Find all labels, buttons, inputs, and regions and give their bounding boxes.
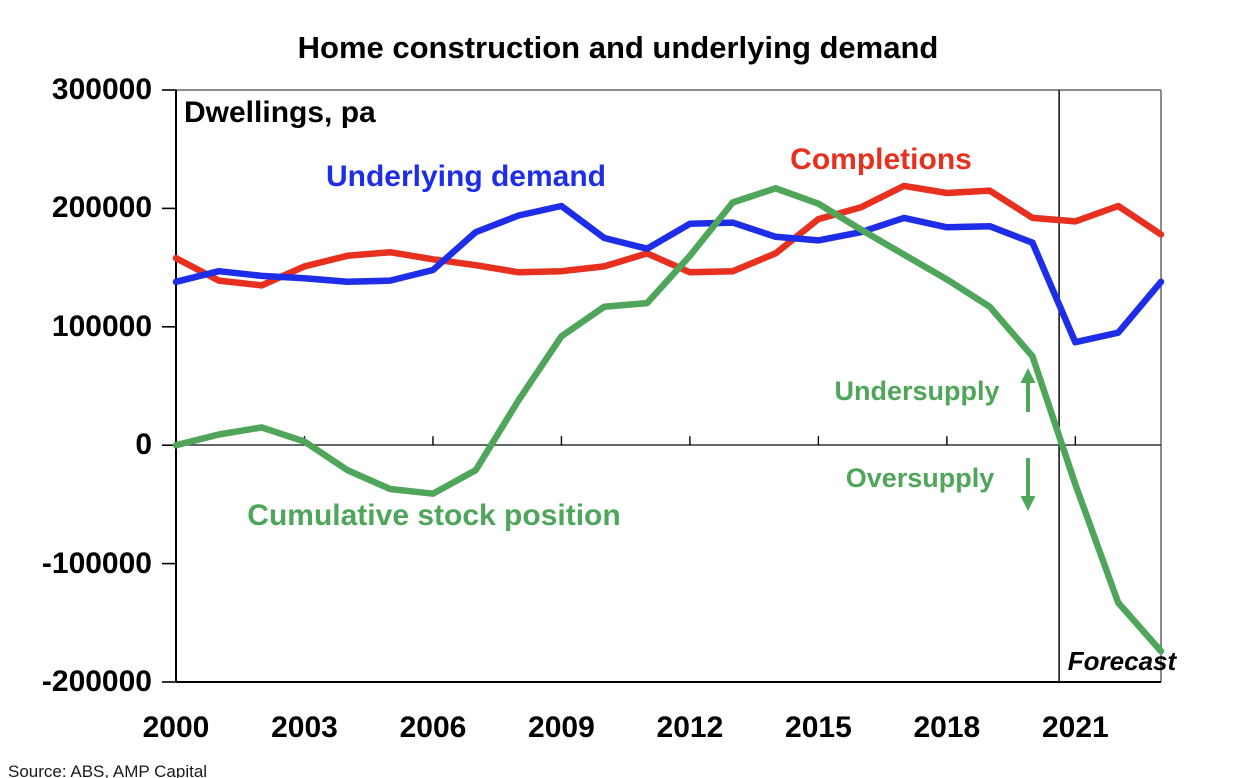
chart-title: Home construction and underlying demand: [297, 30, 939, 65]
underlying-demand-line: [172, 202, 1165, 346]
x-tick-label: 2009: [528, 711, 595, 744]
undersupply-arrow-icon: [1020, 368, 1036, 412]
y-tick-label: -100000: [41, 546, 152, 580]
oversupply-annotation: Oversupply: [845, 463, 995, 493]
y-axis-unit-label: Dwellings, pa: [184, 96, 376, 129]
x-tick-label: 2006: [399, 711, 467, 744]
y-tick-label: 200000: [51, 191, 152, 225]
y-tick-label: 0: [135, 428, 152, 462]
x-tick-label: 2021: [1041, 711, 1109, 744]
series-label-cumulative-stock: Cumulative stock position: [247, 499, 621, 532]
x-tick-label: 2018: [913, 711, 981, 744]
source-note: Source: ABS, AMP Capital: [8, 762, 208, 778]
series-label-completions: Completions: [790, 143, 972, 176]
x-tick-label: 2015: [785, 711, 852, 744]
y-tick-label: 100000: [51, 309, 152, 343]
cumulative-stock-line: [172, 185, 1165, 655]
series-label-underlying-demand: Underlying demand: [325, 160, 607, 193]
undersupply-annotation: Undersupply: [834, 376, 1000, 406]
forecast-annotation: Forecast: [1067, 646, 1177, 676]
x-tick-label: 2012: [656, 711, 724, 744]
x-axis-ticks: [303, 436, 1077, 446]
oversupply-arrow-icon: [1020, 458, 1036, 511]
y-tick-label: -200000: [41, 665, 152, 698]
y-axis-ticks: [162, 89, 176, 683]
x-tick-label: 2003: [271, 711, 338, 744]
x-tick-label: 2000: [142, 711, 210, 744]
completions-line: [172, 182, 1165, 289]
y-tick-label: 300000: [51, 73, 152, 106]
